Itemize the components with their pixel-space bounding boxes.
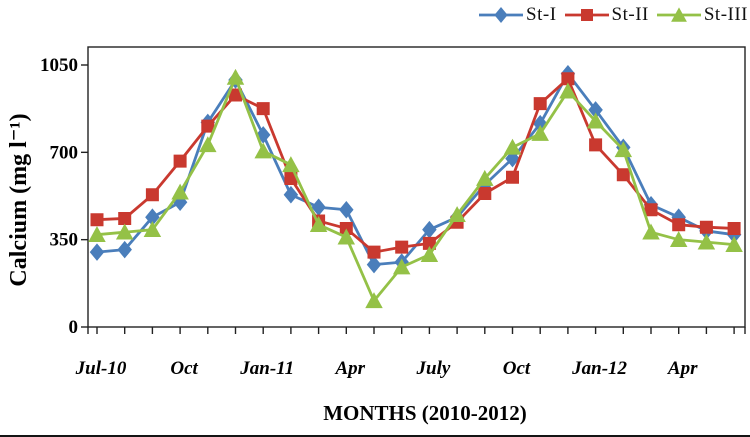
plot-border bbox=[87, 46, 746, 328]
data-point-st-ii-dec-10 bbox=[229, 88, 242, 102]
data-point-st-iii-jul-10 bbox=[88, 226, 106, 242]
data-point-st-ii-apr-11 bbox=[339, 221, 353, 235]
data-point-st-iii-aug-10 bbox=[115, 223, 134, 240]
data-point-st-ii-oct-10 bbox=[173, 154, 187, 168]
data-point-st-ii-apr-12 bbox=[672, 218, 686, 232]
data-point-st-i-feb-11 bbox=[283, 185, 299, 204]
data-point-st-iii-apr-12 bbox=[669, 231, 688, 247]
data-point-st-iii-jan-11 bbox=[254, 142, 272, 159]
data-point-st-iii-feb-12 bbox=[614, 141, 633, 158]
data-point-st-ii-nov-10 bbox=[201, 119, 215, 133]
data-point-st-iii-jan-12 bbox=[586, 112, 605, 129]
y-tick-label: 1050 bbox=[40, 55, 78, 76]
figure-bottom-border bbox=[0, 435, 750, 437]
x-tick-label: July bbox=[416, 358, 451, 379]
data-point-st-iii-mar-11 bbox=[309, 216, 328, 232]
legend-marker-shape bbox=[494, 7, 508, 23]
y-tick-label: 350 bbox=[50, 230, 79, 251]
data-point-st-ii-sep-11 bbox=[478, 187, 492, 201]
x-axis-title: MONTHS (2010-2012) bbox=[323, 401, 527, 425]
chart-legend: St-I St-II St-III bbox=[478, 4, 748, 26]
data-point-st-ii-may-11 bbox=[367, 245, 381, 259]
y-tick-label: 700 bbox=[50, 142, 79, 163]
data-point-st-ii-nov-11 bbox=[533, 97, 547, 111]
data-point-st-iii-apr-11 bbox=[337, 228, 356, 245]
data-point-st-iii-dec-10 bbox=[226, 68, 245, 85]
x-tick-label: Apr bbox=[667, 358, 698, 379]
data-point-st-iii-feb-11 bbox=[282, 156, 300, 173]
data-point-st-ii-feb-11 bbox=[284, 172, 298, 186]
legend-entry-st-i: St-I bbox=[478, 4, 557, 26]
data-point-st-iii-jun-11 bbox=[392, 258, 411, 275]
data-point-st-ii-jun-11 bbox=[395, 240, 409, 254]
legend-label-st-ii: St-II bbox=[611, 4, 649, 25]
data-point-st-iii-nov-10 bbox=[199, 136, 217, 153]
data-point-st-ii-dec-11 bbox=[561, 72, 575, 86]
data-point-st-ii-sep-10 bbox=[145, 188, 159, 202]
data-point-st-ii-jul-11 bbox=[422, 236, 436, 250]
data-point-st-iii-nov-11 bbox=[531, 124, 549, 141]
data-point-st-ii-aug-10 bbox=[118, 211, 132, 225]
data-point-st-ii-may-12 bbox=[699, 220, 713, 234]
data-point-st-iii-jul-11 bbox=[420, 245, 439, 262]
legend-label-st-i: St-I bbox=[526, 4, 557, 25]
data-point-st-ii-jul-10 bbox=[90, 213, 104, 227]
data-point-st-ii-jan-12 bbox=[589, 138, 603, 152]
data-point-st-i-may-11 bbox=[366, 255, 382, 274]
data-point-st-iii-jun-12 bbox=[725, 236, 743, 252]
legend-label-st-iii: St-III bbox=[703, 4, 748, 25]
x-tick-label: Jan-11 bbox=[239, 358, 294, 379]
data-point-st-iii-sep-10 bbox=[143, 221, 162, 237]
x-tick-label: Apr bbox=[335, 358, 366, 379]
legend-entry-st-ii: St-II bbox=[564, 4, 649, 26]
x-tick-label: Jan-12 bbox=[571, 358, 627, 379]
data-point-st-ii-oct-11 bbox=[506, 170, 519, 184]
x-tick-label: Oct bbox=[503, 358, 531, 379]
legend-marker-shape bbox=[580, 9, 593, 21]
data-point-st-iii-oct-11 bbox=[503, 138, 522, 155]
st-iii-triangle-marker-icon bbox=[656, 7, 701, 22]
data-point-st-iii-sep-11 bbox=[476, 169, 494, 186]
data-point-st-i-jul-10 bbox=[89, 243, 105, 261]
data-point-st-ii-feb-12 bbox=[616, 168, 630, 182]
legend-entry-st-iii: St-III bbox=[656, 4, 748, 26]
data-point-st-iii-mar-12 bbox=[642, 223, 660, 240]
data-point-st-i-aug-10 bbox=[117, 240, 132, 259]
series-line-st-iii bbox=[96, 76, 735, 303]
y-tick-label: 0 bbox=[69, 317, 79, 338]
st-ii-square-marker-icon bbox=[564, 9, 609, 21]
data-point-st-ii-mar-12 bbox=[644, 203, 658, 217]
st-i-diamond-marker-icon bbox=[479, 7, 524, 23]
data-point-st-ii-jun-12 bbox=[727, 221, 741, 235]
data-point-st-iii-oct-10 bbox=[171, 183, 189, 200]
data-point-st-ii-jan-11 bbox=[256, 102, 270, 116]
legend-marker-shape bbox=[670, 7, 687, 22]
data-point-st-iii-dec-11 bbox=[559, 82, 577, 99]
data-point-st-i-apr-11 bbox=[339, 200, 354, 219]
data-point-st-iii-aug-11 bbox=[448, 206, 466, 223]
data-point-st-i-oct-11 bbox=[505, 149, 520, 168]
y-axis-title: Calcium (mg l⁻¹) bbox=[6, 113, 32, 286]
x-tick-label: Oct bbox=[170, 358, 198, 379]
data-point-st-iii-may-12 bbox=[697, 233, 716, 250]
x-tick-label: Jul-10 bbox=[75, 358, 127, 379]
data-point-st-iii-may-11 bbox=[365, 292, 383, 309]
